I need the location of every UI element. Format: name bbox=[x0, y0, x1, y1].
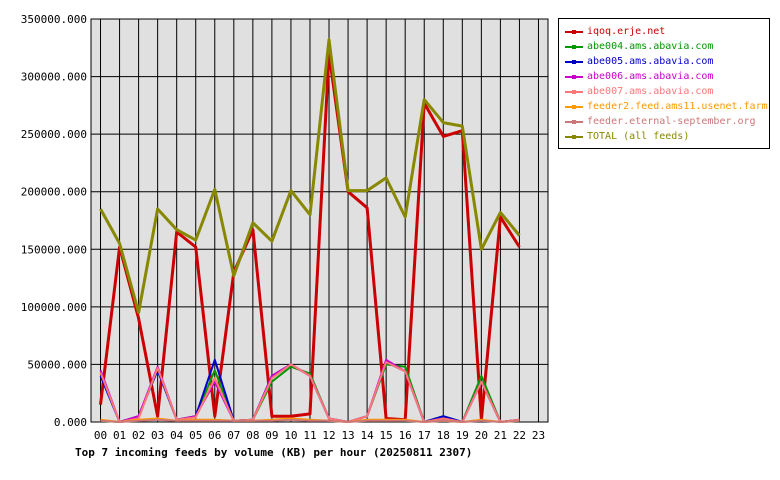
y-tick-label: 100000.000 bbox=[21, 301, 87, 314]
legend-label: abe007.ams.abavia.com bbox=[587, 86, 714, 97]
legend-item: TOTAL (all feeds) bbox=[563, 129, 769, 144]
legend-swatch bbox=[565, 105, 583, 109]
legend-label: feeder2.feed.ams11.usenet.farm bbox=[587, 101, 768, 112]
x-tick-label: 04 bbox=[170, 429, 184, 442]
legend-swatch bbox=[565, 60, 583, 64]
legend-label: iqoq.erje.net bbox=[587, 26, 666, 37]
legend-swatch bbox=[565, 30, 583, 34]
x-tick-label: 05 bbox=[189, 429, 202, 442]
x-tick-label: 18 bbox=[437, 429, 450, 442]
legend-swatch bbox=[565, 120, 583, 124]
legend-item: abe005.ams.abavia.com bbox=[563, 54, 769, 69]
x-tick-label: 14 bbox=[360, 429, 374, 442]
legend-item: feeder.eternal-september.org bbox=[563, 114, 769, 129]
x-tick-label: 16 bbox=[399, 429, 412, 442]
legend-swatch bbox=[565, 90, 583, 94]
legend-swatch bbox=[565, 75, 583, 79]
x-tick-label: 02 bbox=[132, 429, 145, 442]
x-tick-label: 17 bbox=[418, 429, 431, 442]
x-tick-label: 19 bbox=[456, 429, 469, 442]
x-tick-label: 00 bbox=[94, 429, 107, 442]
legend-label: abe004.ams.abavia.com bbox=[587, 41, 714, 52]
series-line bbox=[99, 38, 521, 315]
legend-item: abe004.ams.abavia.com bbox=[563, 39, 769, 54]
x-tick-label: 11 bbox=[303, 429, 316, 442]
x-axis-ticks: 00 01 02 03 04 05 06 07 08 09 10 11 12 13 14 15 16 17 18 19… bbox=[94, 429, 545, 442]
legend-swatch bbox=[565, 135, 583, 139]
x-tick-label: 20 bbox=[475, 429, 488, 442]
legend-label: abe005.ams.abavia.com bbox=[587, 56, 714, 67]
x-tick-label: 03 bbox=[151, 429, 164, 442]
plot-border bbox=[90, 18, 549, 423]
legend-label: abe006.ams.abavia.com bbox=[587, 71, 714, 82]
y-tick-label: 200000.000 bbox=[21, 186, 87, 199]
x-tick-label: 09 bbox=[265, 429, 278, 442]
y-tick-label: 0.000 bbox=[54, 416, 87, 429]
series-line bbox=[99, 52, 521, 422]
x-tick-label: 10 bbox=[284, 429, 297, 442]
legend-item: feeder2.feed.ams11.usenet.farm bbox=[563, 99, 769, 114]
x-tick-label: 12 bbox=[322, 429, 335, 442]
x-tick-label: 21 bbox=[494, 429, 507, 442]
x-tick-label: 01 bbox=[113, 429, 126, 442]
legend-label: feeder.eternal-september.org bbox=[587, 116, 756, 127]
x-tick-label: 23 bbox=[532, 429, 545, 442]
legend-item: abe007.ams.abavia.com bbox=[563, 84, 769, 99]
y-tick-label: 150000.000 bbox=[21, 243, 87, 256]
y-tick-label: 250000.000 bbox=[21, 128, 87, 141]
x-tick-label: 13 bbox=[341, 429, 354, 442]
series-group bbox=[99, 38, 521, 423]
series-line bbox=[100, 418, 520, 423]
x-tick-label: 22 bbox=[513, 429, 526, 442]
legend-label: TOTAL (all feeds) bbox=[587, 131, 690, 142]
x-tick-label: 15 bbox=[380, 429, 393, 442]
legend-item: iqoq.erje.net bbox=[563, 24, 769, 39]
series-line bbox=[99, 361, 520, 423]
y-tick-label: 350000.000 bbox=[21, 13, 87, 26]
legend-item: abe006.ams.abavia.com bbox=[563, 69, 769, 84]
y-axis-ticks: 0.000 50000.000 100000.000 150000.000 200000… bbox=[21, 13, 87, 429]
x-tick-label: 06 bbox=[208, 429, 221, 442]
y-tick-label: 300000.000 bbox=[21, 71, 87, 84]
legend-swatch bbox=[565, 45, 583, 49]
legend: iqoq.erje.net abe004.ams.abavia.com abe005… bbox=[558, 18, 770, 149]
y-tick-label: 50000.000 bbox=[27, 358, 87, 371]
x-tick-label: 08 bbox=[246, 429, 259, 442]
chart-caption: Top 7 incoming feeds by volume (KB) per … bbox=[75, 446, 472, 459]
x-tick-label: 07 bbox=[227, 429, 240, 442]
